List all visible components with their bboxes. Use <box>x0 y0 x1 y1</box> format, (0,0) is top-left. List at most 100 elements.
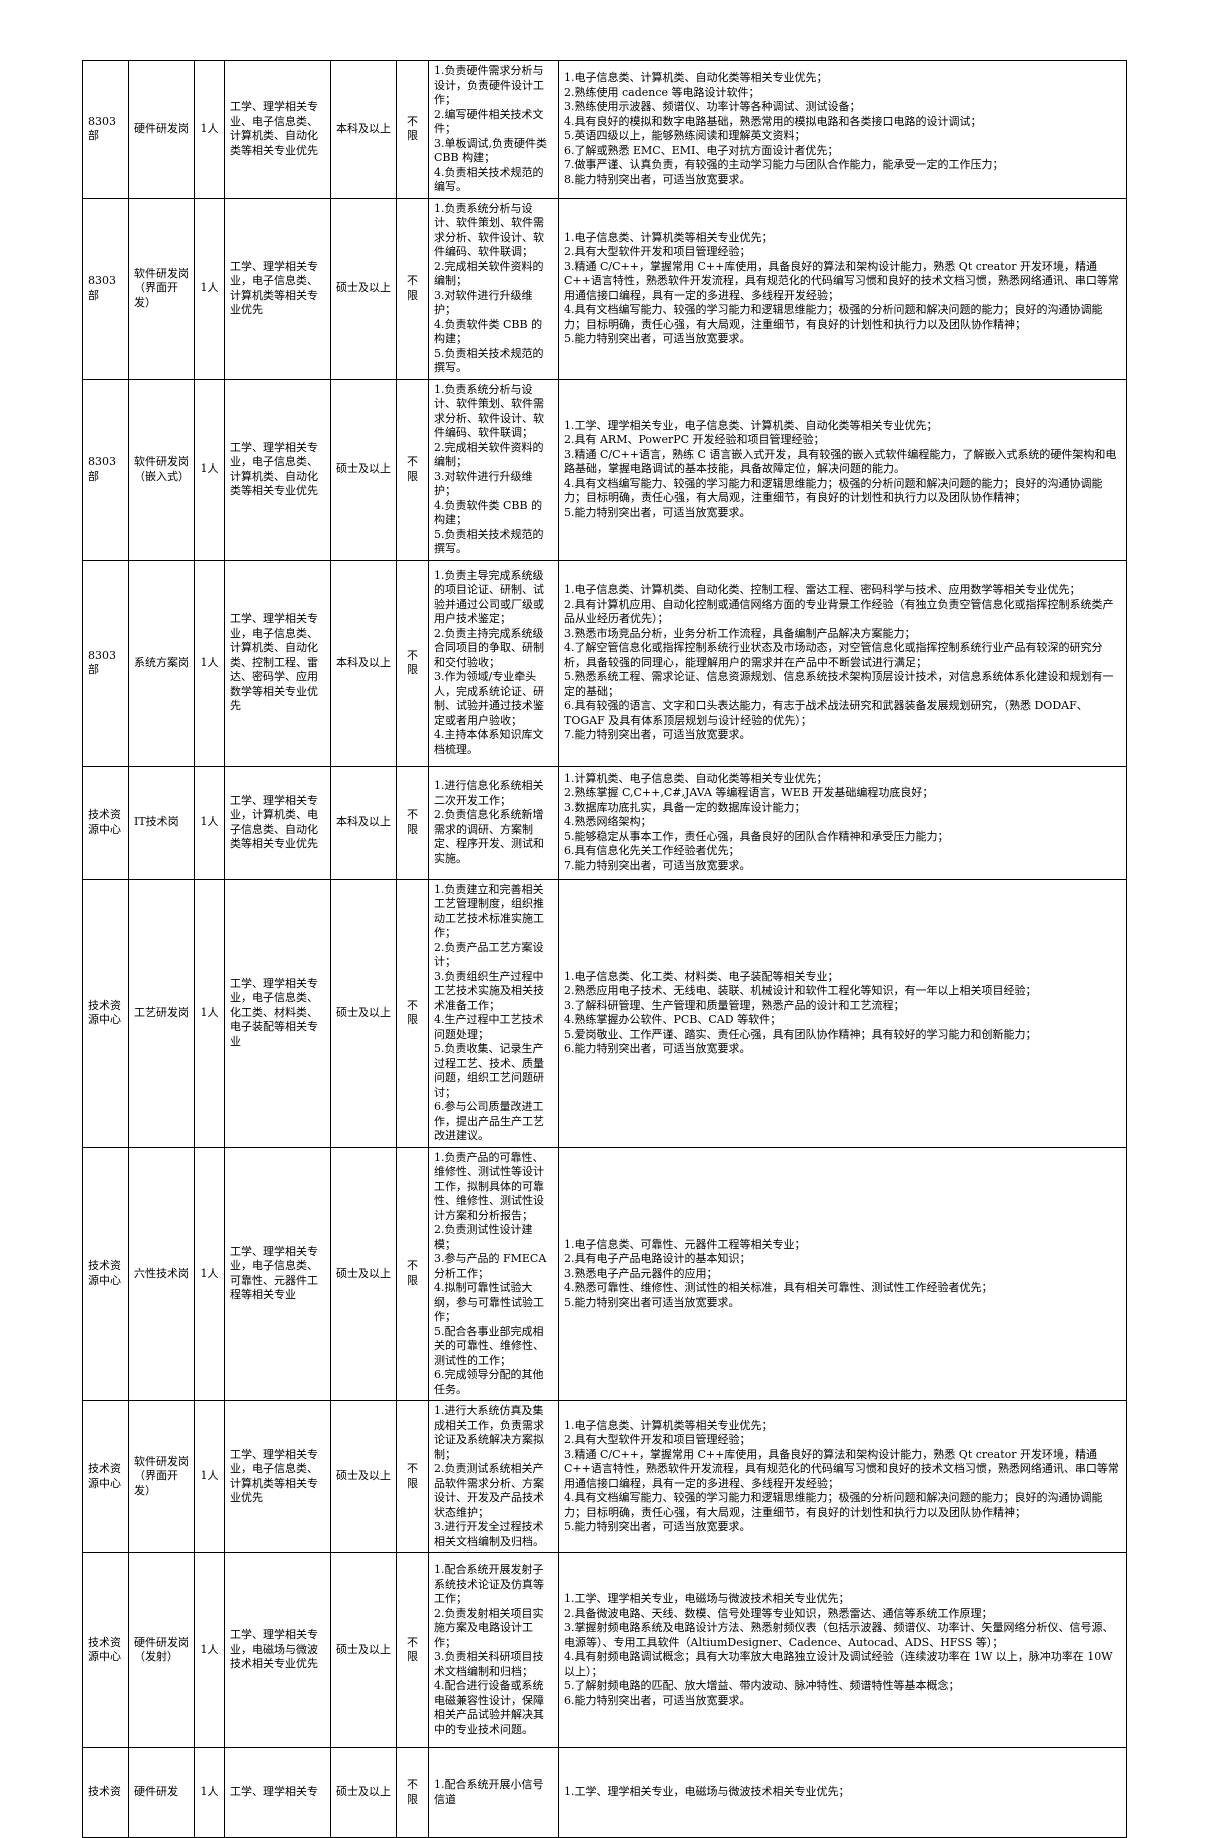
education-cell: 本科及以上 <box>330 765 397 880</box>
duty-item: 5.负责相关技术规范的撰写。 <box>434 527 544 556</box>
department-cell: 技术资 <box>82 1747 129 1838</box>
requirement-item: 3.精通 C/C++语言，熟练 C 语言嵌入式开发，具有较强的嵌入式软件编程能力… <box>564 447 1117 476</box>
table-row: 8303部 系统方案岗 1人 工学、理学相关专业，电子信息类、计算机类、自动化类… <box>82 559 1127 767</box>
majors-cell: 工学、理学相关专业，电子信息类、计算机类等相关专业优先 <box>224 1400 331 1553</box>
duty-item: 1.负责硬件需求分析与设计，负责硬件设计工作； <box>434 64 544 106</box>
requirements-cell: 1.电子信息类、化工类、材料类、电子装配等相关专业； 2.熟悉应用电子技术、无线电… <box>558 878 1127 1148</box>
requirement-item: 2.具有计算机应用、自动化控制或通信网络方面的专业背景工作经验（有独立负责空管信… <box>564 597 1114 626</box>
requirement-item: 3.熟悉电子产品元器件的应用； <box>564 1266 718 1280</box>
headcount-cell: 1人 <box>194 1552 225 1748</box>
headcount-cell: 1人 <box>194 1146 225 1401</box>
table-row: 8303部 软件研发岗（界面开发） 1人 工学、理学相关专业，电子信息类、计算机… <box>82 197 1127 380</box>
duty-item: 2.编写硬件相关技术文件； <box>434 107 544 136</box>
duty-item: 1.负责建立和完善相关工艺管理制度，组织推动工艺技术标准实施工作； <box>434 882 544 940</box>
table-row: 技术资 硬件研发 1人 工学、理学相关专 硕士及以上 不限 1.配合系统开展小信… <box>82 1747 1127 1838</box>
requirement-item: 4.熟悉网络架构； <box>564 815 652 829</box>
department-cell: 8303部 <box>82 559 129 767</box>
requirement-item: 3.了解科研管理、生产管理和质量管理，熟悉产品的设计和工艺流程； <box>564 998 905 1012</box>
duty-item: 1.进行大系统仿真及集成相关工作，负责需求论证及系统解决方案拟制； <box>434 1404 544 1461</box>
duties-cell: 1.配合系统开展发射子系统技术论证及仿真等工作； 2.负责发射相关项目实施方案及电… <box>428 1552 559 1748</box>
department-cell: 8303部 <box>82 378 129 561</box>
requirements-cell: 1.工学、理学相关专业，电磁场与微波技术相关专业优先； <box>558 1747 1127 1838</box>
duties-cell: 1.负责系统分析与设计、软件策划、软件需求分析、软件设计、软件编码、软件联调； 2… <box>428 378 559 561</box>
requirements-cell: 1.工学、理学相关专业，电磁场与微波技术相关专业优先； 2.具备微波电路、天线、数… <box>558 1552 1127 1748</box>
position-cell: 系统方案岗 <box>128 559 195 767</box>
majors-cell: 工学、理学相关专业，计算机类、电子信息类、自动化类等相关专业优先 <box>224 765 331 880</box>
requirements-cell: 1.电子信息类、可靠性、元器件工程等相关专业； 2.具有电子产品电路设计的基本知识… <box>558 1146 1127 1401</box>
requirement-item: 2.熟练使用 cadence 等电路设计软件； <box>564 85 760 99</box>
department-cell: 技术资源中心 <box>82 1146 129 1401</box>
requirement-item: 3.熟悉市场竞品分析，业务分析工作流程，具备编制产品解决方案能力； <box>564 626 916 640</box>
duty-item: 2.负责产品工艺方案设计； <box>434 940 544 969</box>
duty-item: 6.完成领导分配的其他任务。 <box>434 1368 544 1396</box>
requirement-item: 6.能力特别突出者，可适当放宽要求。 <box>564 1042 751 1055</box>
requirement-item: 2.具有电子产品电路设计的基本知识； <box>564 1252 751 1265</box>
position-cell: 六性技术岗 <box>128 1146 195 1401</box>
requirements-cell: 1.电子信息类、计算机类、自动化类等相关专业优先； 2.熟练使用 cadence … <box>558 60 1127 199</box>
duty-item: 3.作为领域/专业牵头人，完成系统论证、研制、试验并通过技术鉴定或者用户验收； <box>434 670 544 727</box>
duty-item: 4.拟制可靠性试验大纲，参与可靠性试验工作； <box>434 1281 544 1323</box>
department-cell: 8303部 <box>82 197 129 380</box>
majors-cell: 工学、理学相关专业，电子信息类、化工类、材料类、电子装配等相关专业 <box>224 878 331 1148</box>
requirement-item: 5.熟悉系统工程、需求论证、信息资源规划、信息系统技术架构顶层设计技术，对信息系… <box>564 670 1114 698</box>
duty-item: 2.负责测试系统相关产品软件需求分析、方案设计、开发及产品技术状态维护； <box>434 1462 544 1519</box>
duties-cell: 1.负责主导完成系统级的项目论证、研制、试验并通过公司或厂级或用户技术鉴定； 2.… <box>428 559 559 767</box>
department-cell: 技术资源中心 <box>82 765 129 880</box>
duty-item: 1.负责主导完成系统级的项目论证、研制、试验并通过公司或厂级或用户技术鉴定； <box>434 568 544 626</box>
duties-cell: 1.负责硬件需求分析与设计，负责硬件设计工作； 2.编写硬件相关技术文件； 3.单板… <box>428 60 559 199</box>
duty-item: 1.负责系统分析与设计、软件策划、软件需求分析、软件设计、软件编码、软件联调； <box>434 201 544 259</box>
requirement-item: 4.具有文档编写能力、较强的学习能力和逻辑思维能力；极强的分析问题和解决问题的能… <box>564 1491 1103 1519</box>
duties-cell: 1.配合系统开展小信号信道 <box>428 1747 559 1838</box>
duty-item: 2.完成相关软件资料的编制； <box>434 259 544 288</box>
duty-item: 2.负责信息化系统新增需求的调研、方案制定、程序开发、测试和实施。 <box>434 808 544 865</box>
headcount-cell: 1人 <box>194 878 225 1148</box>
age-limit-cell: 不限 <box>396 878 429 1148</box>
duty-item: 3.负责组织生产过程中工艺技术实施及相关技术准备工作； <box>434 969 544 1012</box>
requirement-item: 5.能力特别突出者，可适当放宽要求。 <box>564 1520 751 1533</box>
position-cell: 软件研发岗（界面开发） <box>128 197 195 380</box>
requirements-cell: 1.计算机类、电子信息类、自动化类等相关专业优先； 2.熟练掌握 C,C++,C#… <box>558 765 1127 880</box>
headcount-cell: 1人 <box>194 378 225 561</box>
duty-item: 2.负责发射相关项目实施方案及电路设计工作； <box>434 1606 544 1649</box>
requirement-item: 1.电子信息类、计算机类等相关专业优先； <box>564 1418 773 1432</box>
duty-item: 4.配合进行设备或系统电磁兼容性设计，保障相关产品试验并解决其中的专业技术问题。 <box>434 1679 544 1736</box>
duty-item: 3.单板调试,负责硬件类 CBB 构建； <box>434 136 547 165</box>
education-cell: 硕士及以上 <box>330 1552 397 1748</box>
requirement-item: 1.工学、理学相关专业，电磁场与微波技术相关专业优先； <box>564 1785 850 1799</box>
headcount-cell: 1人 <box>194 1747 225 1838</box>
duty-item: 1.配合系统开展发射子系统技术论证及仿真等工作； <box>434 1563 544 1605</box>
duty-item: 6.参与公司质量改进工作，提出产品生产工艺改进建议。 <box>434 1100 544 1142</box>
requirement-item: 2.具有大型软件开发和项目管理经验； <box>564 1433 751 1446</box>
duty-item: 5.负责相关技术规范的撰写。 <box>434 346 544 375</box>
table-row: 技术资源中心 软件研发岗（界面开发） 1人 工学、理学相关专业，电子信息类、计算… <box>82 1400 1127 1553</box>
education-cell: 硕士及以上 <box>330 1146 397 1401</box>
age-limit-cell: 不限 <box>396 559 429 767</box>
requirement-item: 6.了解或熟悉 EMC、EMI、电子对抗方面设计者优先； <box>564 143 839 157</box>
requirement-item: 5.能力特别突出者，可适当放宽要求。 <box>564 332 751 345</box>
table-row: 8303部 软件研发岗（嵌入式） 1人 工学、理学相关专业，电子信息类、计算机类… <box>82 378 1127 561</box>
requirement-item: 5.爱岗敬业、工作严谨、踏实、责任心强，具有团队协作精神；具有较好的学习能力和创… <box>564 1027 1037 1041</box>
duty-item: 5.负责收集、记录生产过程工艺、技术、质量问题，组织工艺问题研讨； <box>434 1042 544 1099</box>
duty-item: 1.配合系统开展小信号信道 <box>434 1778 544 1806</box>
duty-item: 4.生产过程中工艺技术问题处理； <box>434 1013 544 1041</box>
requirements-cell: 1.电子信息类、计算机类、自动化类、控制工程、雷达工程、密码科学与技术、应用数学… <box>558 559 1127 767</box>
education-cell: 硕士及以上 <box>330 1747 397 1838</box>
duty-item: 1.负责系统分析与设计、软件策划、软件需求分析、软件设计、软件编码、软件联调； <box>434 382 544 440</box>
requirement-item: 4.具有文档编写能力、较强的学习能力和逻辑思维能力；极强的分析问题和解决问题的能… <box>564 476 1103 505</box>
duties-cell: 1.负责建立和完善相关工艺管理制度，组织推动工艺技术标准实施工作； 2.负责产品工… <box>428 878 559 1148</box>
requirement-item: 2.具有大型软件开发和项目管理经验； <box>564 245 751 258</box>
table-row: 8303部 硬件研发岗 1人 工学、理学相关专业、电子信息类、计算机类、自动化类… <box>82 60 1127 199</box>
requirement-item: 5.能力特别突出者可适当放宽要求。 <box>564 1295 740 1309</box>
position-cell: IT技术岗 <box>128 765 195 880</box>
age-limit-cell: 不限 <box>396 765 429 880</box>
duty-item: 4.负责相关技术规范的编写。 <box>434 165 544 194</box>
requirement-item: 3.精通 C/C++，掌握常用 C++库使用，具备良好的算法和架构设计能力，熟悉… <box>564 1447 1119 1490</box>
duty-item: 3.对软件进行升级维护； <box>434 469 533 498</box>
education-cell: 本科及以上 <box>330 60 397 199</box>
requirement-item: 1.工学、理学相关专业，电磁场与微波技术相关专业优先； <box>564 1592 850 1605</box>
requirement-item: 2.熟悉应用电子技术、无线电、装联、机械设计和软件工程化等知识，有一年以上相关项… <box>564 984 1037 997</box>
recruitment-table-body: 8303部 硬件研发岗 1人 工学、理学相关专业、电子信息类、计算机类、自动化类… <box>82 60 1127 1838</box>
majors-cell: 工学、理学相关专业、电子信息类、计算机类、自动化类等相关专业优先 <box>224 60 331 199</box>
requirement-item: 4.具有射频电路调试概念；具有大功率放大电路独立设计及调试经验（连续波功率在 1… <box>564 1650 1113 1678</box>
duty-item: 2.完成相关软件资料的编制； <box>434 440 544 469</box>
